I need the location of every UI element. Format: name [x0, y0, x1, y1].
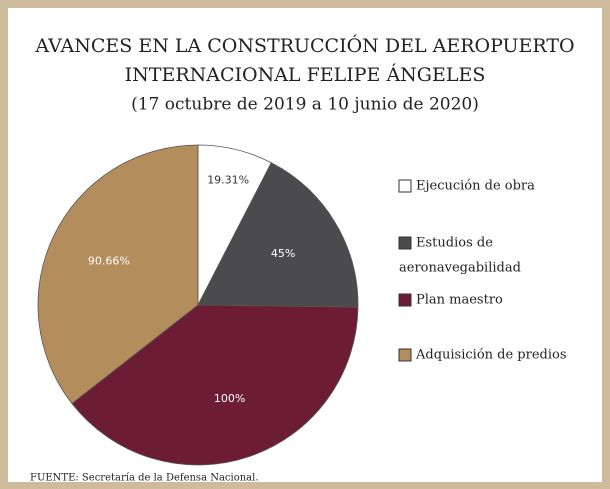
pie-slice [37, 144, 199, 405]
legend-swatch [398, 293, 412, 307]
data-label: 90.66% [88, 255, 130, 268]
chart-title: INTERNACIONAL FELIPE ÁNGELES [125, 63, 486, 86]
legend-swatch [398, 236, 412, 250]
legend-label: Estudios de [416, 236, 493, 251]
legend-swatch [398, 179, 412, 193]
chart-title: AVANCES EN LA CONSTRUCCIÓN DEL AEROPUERT… [34, 34, 574, 57]
legend-swatch [398, 348, 412, 362]
legend-label: aeronavegabilidad [399, 261, 521, 276]
pie-slice [197, 162, 359, 308]
pie-slice [71, 304, 359, 466]
data-label: 45% [271, 247, 295, 260]
chart-subtitle: (17 octubre de 2019 a 10 junio de 2020) [131, 95, 479, 115]
source: FUENTE: Secretaría de la Defensa Naciona… [30, 473, 259, 484]
data-label: 19.31% [207, 174, 249, 187]
legend-label: Adquisición de predios [415, 348, 567, 363]
data-label: 100% [214, 392, 245, 405]
legend-label: Ejecución de obra [416, 179, 535, 194]
legend-label: Plan maestro [416, 293, 503, 308]
